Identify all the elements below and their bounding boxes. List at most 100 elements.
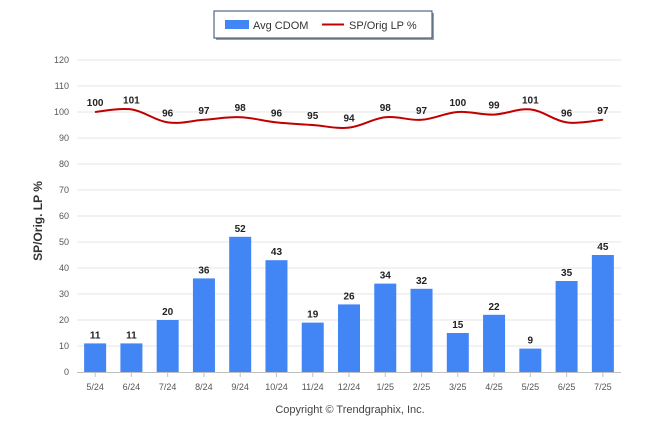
bar — [120, 343, 143, 372]
line-point — [312, 124, 314, 126]
line-data-label: 97 — [597, 106, 609, 117]
bar-data-label: 43 — [271, 247, 283, 258]
line-point — [203, 119, 205, 121]
bar-data-label: 35 — [561, 268, 573, 279]
line-data-label: 101 — [123, 95, 140, 106]
line-series — [94, 107, 604, 129]
x-tick-label: 3/25 — [449, 382, 467, 392]
bar — [265, 260, 288, 372]
y-tick-label: 110 — [55, 81, 69, 91]
x-tick-label: 2/25 — [413, 382, 431, 392]
x-tick-label: 7/24 — [159, 382, 177, 392]
x-tick-label: 6/24 — [123, 382, 141, 392]
copyright-footer: Copyright © Trendgraphix, Inc. — [275, 404, 424, 416]
line-data-label: 96 — [561, 108, 573, 119]
line-data-label: 97 — [198, 106, 210, 117]
x-tick-label: 5/24 — [86, 382, 104, 392]
bar-data-label: 26 — [343, 291, 355, 302]
bar-data-label: 52 — [235, 224, 247, 235]
bar — [192, 278, 215, 372]
bar — [301, 322, 324, 372]
bar-data-label: 19 — [307, 310, 319, 321]
bar-data-label: 34 — [380, 271, 392, 282]
bar — [229, 236, 252, 372]
legend-item-avg-cdom[interactable]: Avg CDOM — [253, 20, 308, 32]
y-tick-label: 10 — [59, 341, 69, 351]
line-data-label: 95 — [307, 111, 319, 122]
data-labels: 11 11 20 36 52 43 19 26 34 32 15 22 9 35 45 100 101 96 97 9… — [87, 95, 609, 346]
x-tick-label: 9/24 — [231, 382, 249, 392]
y-tick-label: 80 — [59, 159, 69, 169]
line-data-label: 96 — [162, 108, 174, 119]
axes: 0 10 20 30 40 50 60 70 80 90 100 110 120 5/24 6/24 7/24… — [54, 55, 621, 392]
line-data-label: 98 — [235, 103, 247, 114]
bar-data-label: 22 — [489, 302, 501, 313]
bar-data-label: 45 — [597, 242, 609, 253]
bar — [410, 288, 433, 372]
line-data-label: 98 — [380, 103, 392, 114]
bar-series — [84, 236, 614, 372]
y-tick-label: 30 — [59, 289, 69, 299]
bar-data-label: 36 — [198, 265, 210, 276]
bar — [446, 333, 469, 372]
x-tick-label: 11/24 — [302, 382, 324, 392]
bar — [591, 255, 614, 372]
line-point — [130, 108, 132, 110]
x-tick-label: 8/24 — [195, 382, 213, 392]
bar — [156, 320, 179, 372]
y-tick-label: 0 — [64, 367, 69, 377]
x-tick-label: 6/25 — [558, 382, 576, 392]
line-data-label: 96 — [271, 108, 283, 119]
line-data-label: 97 — [416, 106, 428, 117]
legend-bar-swatch — [225, 20, 249, 29]
line-point — [167, 121, 169, 123]
line-point — [384, 116, 386, 118]
bar — [374, 283, 397, 372]
bar-data-label: 15 — [452, 320, 464, 331]
y-tick-label: 120 — [54, 55, 69, 65]
line-point — [275, 121, 277, 123]
bar-data-label: 11 — [126, 330, 137, 341]
x-tick-label: 10/24 — [265, 382, 288, 392]
line-point — [457, 111, 459, 113]
gridlines — [77, 59, 621, 347]
y-tick-label: 60 — [59, 211, 69, 221]
bar-data-label: 20 — [162, 307, 174, 318]
y-tick-label: 50 — [59, 237, 69, 247]
x-tick-label: 4/25 — [485, 382, 503, 392]
line-point — [602, 119, 604, 121]
legend[interactable]: Avg CDOM SP/Orig LP % — [213, 10, 434, 40]
y-axis-title: SP/Orig. LP % — [31, 181, 45, 261]
bar — [519, 348, 542, 372]
x-tick-label: 7/25 — [594, 382, 612, 392]
line-point — [421, 119, 423, 121]
line-data-label: 101 — [522, 95, 539, 106]
line-data-label: 100 — [449, 98, 466, 109]
line-point — [94, 111, 96, 113]
y-tick-label: 70 — [59, 185, 69, 195]
y-tick-label: 90 — [59, 133, 69, 143]
line-point — [348, 127, 350, 129]
bar-data-label: 11 — [90, 330, 101, 341]
bar-data-label: 9 — [528, 336, 534, 347]
line-data-label: 100 — [87, 98, 104, 109]
line-data-label: 94 — [343, 114, 355, 125]
x-tick-label: 12/24 — [338, 382, 361, 392]
bar — [338, 304, 360, 372]
bar — [483, 314, 506, 372]
bar — [84, 343, 107, 372]
line-point — [239, 116, 241, 118]
legend-item-sp-orig-lp[interactable]: SP/Orig LP % — [349, 20, 417, 32]
bar — [555, 281, 578, 372]
y-tick-label: 100 — [54, 107, 69, 117]
bar-data-label: 32 — [416, 276, 428, 287]
x-tick-label: 1/25 — [377, 382, 395, 392]
y-tick-label: 20 — [59, 315, 69, 325]
y-tick-label: 40 — [59, 263, 69, 273]
x-tick-label: 5/25 — [522, 382, 540, 392]
line-point — [566, 121, 568, 123]
line-point — [493, 114, 495, 116]
line-point — [529, 108, 531, 110]
